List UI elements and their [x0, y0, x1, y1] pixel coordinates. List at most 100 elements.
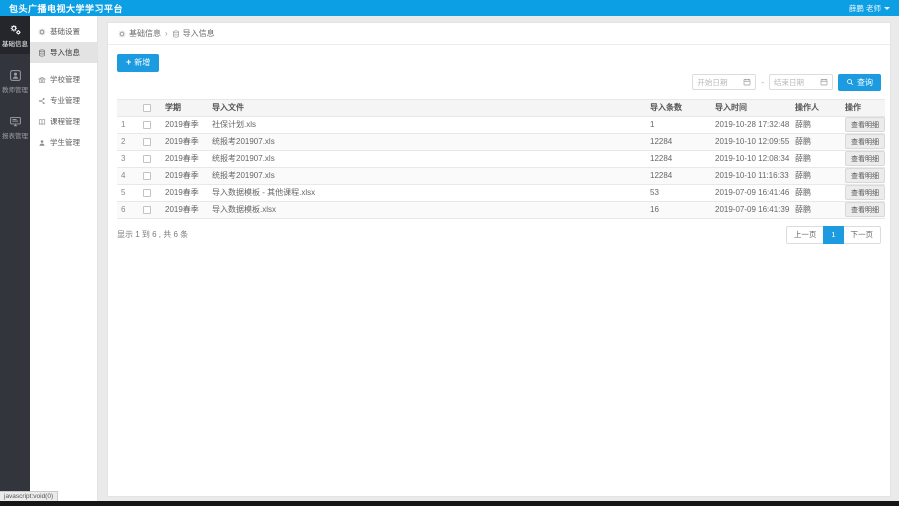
col-operator: 操作人 [791, 98, 841, 116]
rail-item-basic-info[interactable]: 基础信息 [0, 16, 30, 54]
table-footer: 显示 1 到 6 , 共 6 条 上一页 1 下一页 [117, 225, 881, 244]
chevron-down-icon [884, 6, 890, 10]
time-cell: 2019-10-10 12:08:34 [711, 149, 791, 167]
col-time: 导入时间 [711, 98, 791, 116]
search-icon [847, 79, 854, 86]
select-all-checkbox[interactable] [143, 103, 151, 112]
main-area: 基础信息 › 导入信息 + 新增 开始日 [98, 16, 899, 506]
view-detail-button[interactable]: 查看明细 [845, 185, 885, 200]
count-cell: 12284 [646, 149, 711, 167]
breadcrumb-separator: › [165, 29, 168, 38]
sidebar-item-label: 基础设置 [50, 27, 80, 36]
row-checkbox[interactable] [143, 120, 151, 129]
count-cell: 12284 [646, 132, 711, 150]
semester-cell: 2019春季 [161, 115, 208, 133]
book-icon [38, 118, 46, 125]
table-row: 2 2019春季 统报考201907.xls 12284 2019-10-10 … [117, 132, 885, 150]
sidebar-item-label: 导入信息 [50, 48, 80, 57]
breadcrumb-basic-info[interactable]: 基础信息 [118, 28, 161, 39]
table-row: 4 2019春季 统报考201907.xls 12284 2019-10-10 … [117, 166, 885, 184]
start-date-input[interactable]: 开始日期 [692, 74, 757, 90]
count-cell: 53 [646, 183, 711, 201]
col-count: 导入条数 [646, 98, 711, 116]
semester-cell: 2019春季 [161, 200, 208, 219]
rail-item-report-mgmt[interactable]: 报表管理 [0, 108, 30, 146]
col-action: 操作 [841, 98, 885, 116]
row-index: 1 [117, 115, 139, 133]
sidebar-item-basic-settings[interactable]: 基础设置 [30, 21, 97, 42]
semester-cell: 2019春季 [161, 132, 208, 150]
view-detail-button[interactable]: 查看明细 [845, 151, 885, 166]
search-button-label: 查询 [857, 77, 873, 87]
sidebar-item-label: 学校管理 [50, 75, 80, 84]
content-card: 基础信息 › 导入信息 + 新增 开始日 [107, 22, 891, 497]
row-checkbox[interactable] [143, 171, 151, 180]
count-cell: 16 [646, 200, 711, 219]
add-button[interactable]: + 新增 [117, 53, 160, 72]
browser-status-text: javascript:void(0) [0, 491, 59, 501]
rail-item-label: 报表管理 [2, 133, 28, 140]
table-row: 3 2019春季 统报考201907.xls 12284 2019-10-10 … [117, 149, 885, 167]
add-button-label: 新增 [134, 58, 151, 67]
calendar-icon [820, 78, 828, 86]
user-menu[interactable]: 薛鹏 老师 [849, 3, 890, 14]
row-checkbox[interactable] [143, 205, 151, 214]
file-cell: 统报考201907.xls [208, 166, 646, 184]
import-table: 学期 导入文件 导入条数 导入时间 操作人 操作 1 2019春季 [117, 98, 885, 219]
teacher-icon [9, 70, 21, 81]
rail-item-teacher-mgmt[interactable]: 教师管理 [0, 62, 30, 100]
col-select [139, 98, 161, 116]
end-date-placeholder: 结束日期 [774, 77, 804, 87]
count-cell: 12284 [646, 166, 711, 184]
view-detail-button[interactable]: 查看明细 [845, 117, 885, 132]
time-cell: 2019-07-09 16:41:46 [711, 183, 791, 201]
page-1-button[interactable]: 1 [823, 225, 844, 244]
share-nodes-icon [39, 97, 45, 104]
file-cell: 社保计划.xls [208, 115, 646, 133]
database-icon [172, 30, 179, 37]
sidebar-item-import-info[interactable]: 导入信息 [30, 42, 97, 63]
primary-nav-rail: 基础信息 教师管理 报表管理 [0, 16, 30, 506]
sidebar-item-label: 学生管理 [50, 138, 80, 147]
operator-cell: 薛鹏 [791, 149, 841, 167]
sidebar-item-student-mgmt[interactable]: 学生管理 [30, 132, 97, 153]
sidebar-item-course-mgmt[interactable]: 课程管理 [30, 111, 97, 132]
breadcrumb-import-info[interactable]: 导入信息 [172, 28, 215, 39]
prev-page-button[interactable]: 上一页 [785, 225, 825, 244]
operator-cell: 薛鹏 [791, 166, 841, 184]
operator-cell: 薛鹏 [791, 115, 841, 133]
record-summary: 显示 1 到 6 , 共 6 条 [117, 230, 189, 239]
filter-row: 开始日期 - 结束日期 [117, 73, 881, 91]
time-cell: 2019-10-10 12:09:55 [711, 132, 791, 150]
date-range-separator: - [761, 77, 764, 87]
row-checkbox[interactable] [143, 188, 151, 197]
view-detail-button[interactable]: 查看明细 [845, 134, 885, 149]
secondary-sidebar: 基础设置 导入信息 学校管理 专业管理 [30, 16, 98, 506]
sidebar-item-major-mgmt[interactable]: 专业管理 [30, 90, 97, 111]
row-index: 2 [117, 132, 139, 150]
card-body: + 新增 开始日期 - 结束日期 [108, 45, 890, 244]
sidebar-item-label: 课程管理 [50, 117, 80, 126]
row-checkbox[interactable] [143, 154, 151, 163]
school-icon [38, 76, 46, 83]
table-row: 6 2019春季 导入数据模板.xlsx 16 2019-07-09 16:41… [117, 200, 885, 219]
file-cell: 导入数据模板.xlsx [208, 200, 646, 219]
search-button[interactable]: 查询 [838, 73, 881, 91]
view-detail-button[interactable]: 查看明细 [845, 202, 885, 217]
sidebar-item-school-mgmt[interactable]: 学校管理 [30, 69, 97, 90]
breadcrumb-label: 导入信息 [182, 29, 215, 38]
row-index: 4 [117, 166, 139, 184]
bottom-strip [0, 501, 899, 506]
view-detail-button[interactable]: 查看明细 [845, 168, 885, 183]
operator-cell: 薛鹏 [791, 132, 841, 150]
database-icon [39, 49, 45, 56]
calendar-icon [744, 78, 751, 86]
end-date-input[interactable]: 结束日期 [769, 74, 833, 90]
row-checkbox[interactable] [143, 137, 151, 146]
row-index: 6 [117, 200, 139, 219]
time-cell: 2019-07-09 16:41:39 [711, 200, 791, 219]
report-icon [9, 116, 21, 127]
next-page-button[interactable]: 下一页 [842, 225, 881, 244]
semester-cell: 2019春季 [161, 166, 208, 184]
